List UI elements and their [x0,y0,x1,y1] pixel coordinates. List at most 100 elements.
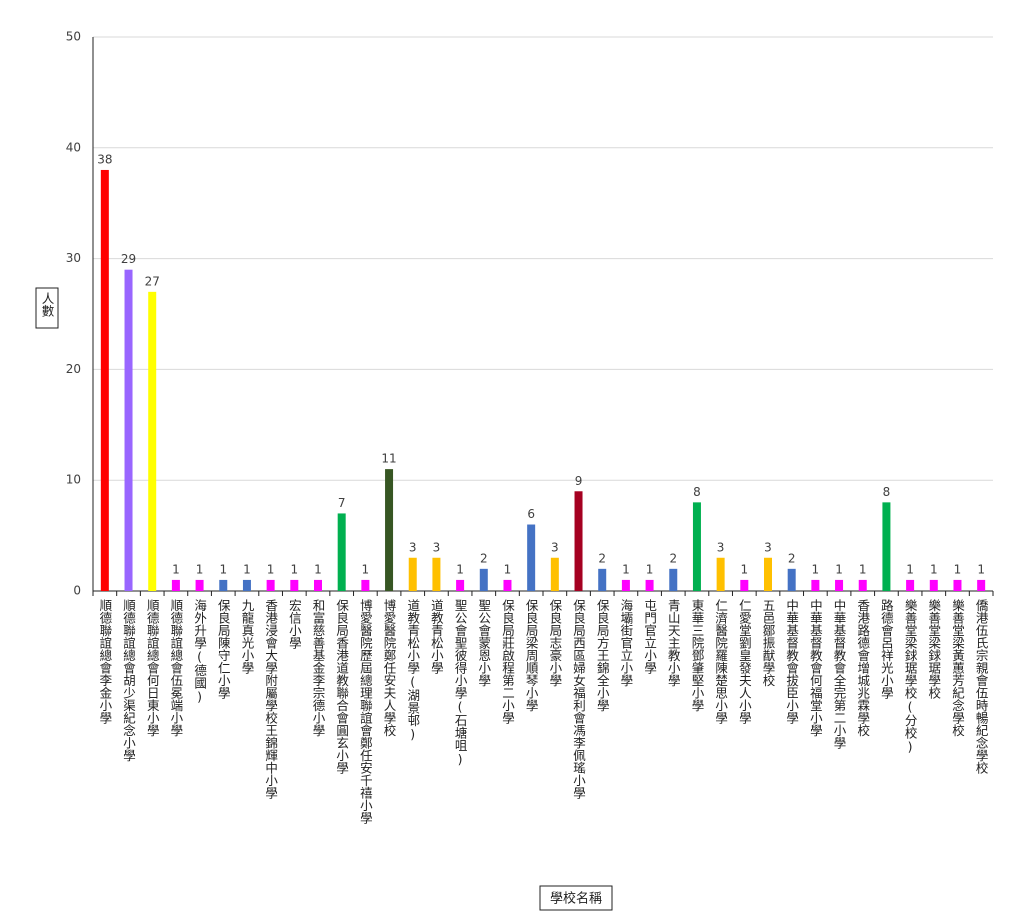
data-label: 1 [504,562,512,576]
x-tick-label: 保良局志豪小學 [547,599,562,687]
data-label: 29 [121,252,136,266]
bar [929,579,938,591]
data-label: 1 [954,562,962,576]
bar [882,502,891,591]
bar [385,469,394,591]
bar [124,269,133,591]
x-tick-label: 東華三院鄧肇堅小學 [689,599,704,712]
data-label: 3 [433,540,441,554]
x-tick-label: 樂善堂梁銶琚學校(分校) [903,598,918,754]
x-tick-label: 五邑鄒振猷學校 [761,599,776,687]
data-label: 1 [290,562,298,576]
x-tick-label: 海壩街官立小學 [618,598,633,687]
data-label: 3 [551,540,559,554]
x-tick-label: 中華基督教會何福堂小學 [808,598,823,737]
x-tick-label: 九龍真光小學 [239,599,254,675]
data-label: 1 [977,562,985,576]
bar [811,579,820,591]
bar [527,524,536,591]
x-tick-label: 聖公會蒙恩小學 [476,599,491,687]
bar [598,568,607,591]
bar [456,579,465,591]
x-tick-label: 僑港伍氏宗親會伍時暢紀念學校 [974,599,989,774]
x-tick-label: 樂善堂梁黃蕙芳紀念學校 [950,598,965,737]
bar [432,557,441,591]
data-label: 1 [835,562,843,576]
bar [716,557,725,591]
x-tick-label: 海外升學(德國) [192,598,207,704]
y-tick-label: 20 [66,362,81,376]
bar [290,579,299,591]
data-label: 1 [906,562,914,576]
x-tick-label: 仁愛堂劉皇發夫人小學 [737,599,752,725]
x-tick-label: 中華基督教會全完第二小學 [832,598,847,750]
y-tick-label: 40 [66,140,81,154]
bar [858,579,867,591]
bar [408,557,417,591]
bar [740,579,749,591]
x-tick-label: 仁濟醫院羅陳楚思小學 [713,599,728,725]
bar [148,291,157,591]
data-label: 1 [930,562,938,576]
x-tick-label: 中華基督教會拔臣小學 [784,598,799,725]
data-label: 3 [764,540,772,554]
x-tick-label: 青山天主教小學 [666,599,681,687]
y-label-box [35,287,59,329]
bar [692,502,701,591]
bar [337,513,346,591]
data-label: 1 [314,562,322,576]
data-label: 2 [788,551,796,565]
x-tick-label: 順德聯誼總會伍冕端小學 [168,599,183,737]
x-tick-label: 順德聯誼總會李金小學 [97,599,112,725]
y-axis-label: 人數 [40,292,55,318]
data-label: 7 [338,496,346,510]
x-tick-label: 博愛醫院歷屆總理聯誼會鄭任安千禧小學 [358,598,373,825]
bar [100,169,109,591]
bar [764,557,772,591]
x-tick-label: 保良局西區婦女福利會馮李佩瑤小學 [571,599,586,800]
x-tick-label: 保良局莊啟程第二小學 [500,599,515,725]
bar [621,579,630,591]
x-tick-label: 保良局方王錦全小學 [595,599,610,712]
y-tick-label: 50 [66,30,81,44]
bar [550,557,559,591]
x-tick-label: 屯門官立小學 [642,599,657,675]
bar [906,579,915,591]
data-label: 2 [480,551,488,565]
bar [669,568,678,591]
bar [977,579,986,591]
data-label: 3 [717,540,725,554]
x-tick-label: 道教青松小學(湖景邨) [405,599,420,742]
bar [479,568,488,591]
x-tick-label: 順德聯誼總會胡少渠紀念小學 [121,599,136,762]
x-tick-label: 保良局香港道教聯合會圓玄小學 [334,599,349,775]
x-tick-label: 聖公會聖彼得小學(石塘咀) [453,599,468,767]
bar [361,579,370,591]
x-tick-label: 香港浸會大學附屬學校王錦輝中小學 [263,599,278,800]
data-label: 27 [145,274,160,288]
bar [171,579,180,591]
x-tick-label: 保良局梁周順琴小學 [524,599,539,712]
x-tick-label: 順德聯誼總會何日東小學 [145,599,160,737]
bar [787,568,796,591]
data-label: 2 [598,551,606,565]
data-label: 8 [693,485,701,499]
data-label: 9 [575,474,583,488]
bar [266,579,275,591]
data-label: 1 [456,562,464,576]
y-tick-label: 0 [73,584,81,598]
data-label: 8 [883,485,891,499]
data-label: 6 [527,507,535,521]
data-label: 1 [219,562,227,576]
data-label: 1 [812,562,820,576]
data-label: 1 [196,562,204,576]
data-label: 1 [362,562,370,576]
x-label-box [539,885,613,911]
x-tick-label: 樂善堂梁銶琚學校 [926,598,941,699]
x-tick-label: 博愛醫院鄭任安夫人學校 [382,598,397,737]
bar [953,579,962,591]
data-label: 1 [622,562,630,576]
data-label: 1 [646,562,654,576]
bar [503,579,512,591]
bar [219,579,228,591]
